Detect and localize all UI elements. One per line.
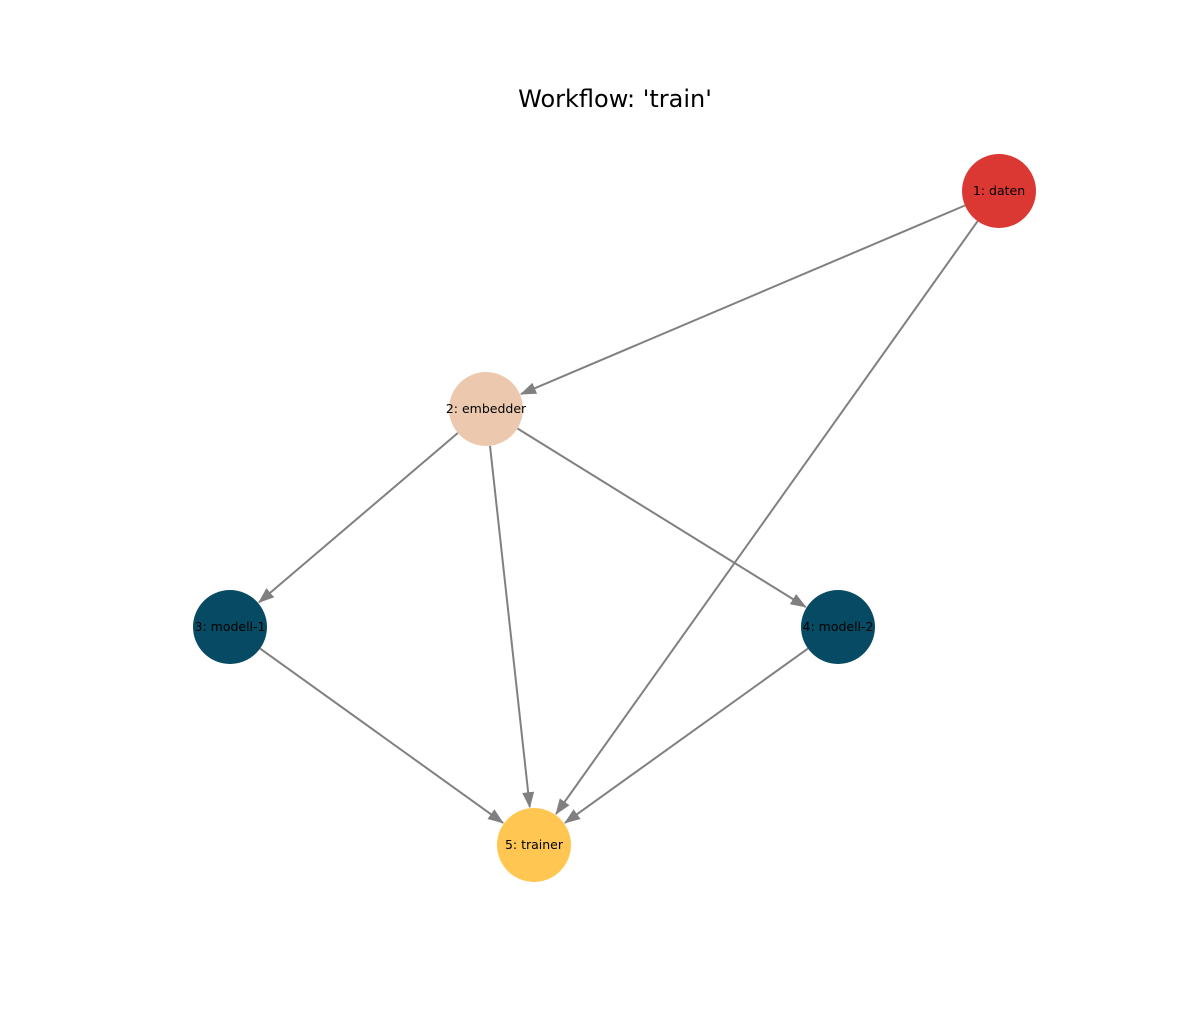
edge-3-to-5 [259, 647, 504, 824]
node-label-1: 1: daten [973, 183, 1025, 198]
node-2: 2: embedder [446, 372, 527, 446]
node-circle-5 [497, 808, 571, 882]
node-1: 1: daten [962, 154, 1036, 228]
node-4: 4: modell-2 [801, 590, 875, 664]
edge-1-to-5 [555, 220, 979, 815]
edge-1-to-2 [520, 204, 966, 396]
node-circle-2 [449, 372, 523, 446]
node-circle-3 [193, 590, 267, 664]
edges-layer [258, 204, 979, 824]
edge-2-to-4 [516, 427, 807, 608]
node-label-2: 2: embedder [446, 401, 527, 416]
node-label-5: 5: trainer [505, 837, 564, 852]
edge-2-to-3 [258, 432, 459, 604]
node-label-3: 3: modell-1 [195, 619, 266, 634]
nodes-layer: 1: daten 2: embedder 3: modell-1 4: modell-… [193, 154, 1036, 882]
node-3: 3: modell-1 [193, 590, 267, 664]
node-5: 5: trainer [497, 808, 571, 882]
node-circle-4 [801, 590, 875, 664]
diagram-title: Workflow: 'train' [518, 85, 712, 113]
edge-2-to-5 [489, 445, 535, 809]
node-circle-1 [962, 154, 1036, 228]
edge-4-to-5 [564, 647, 809, 824]
node-label-4: 4: modell-2 [803, 619, 874, 634]
